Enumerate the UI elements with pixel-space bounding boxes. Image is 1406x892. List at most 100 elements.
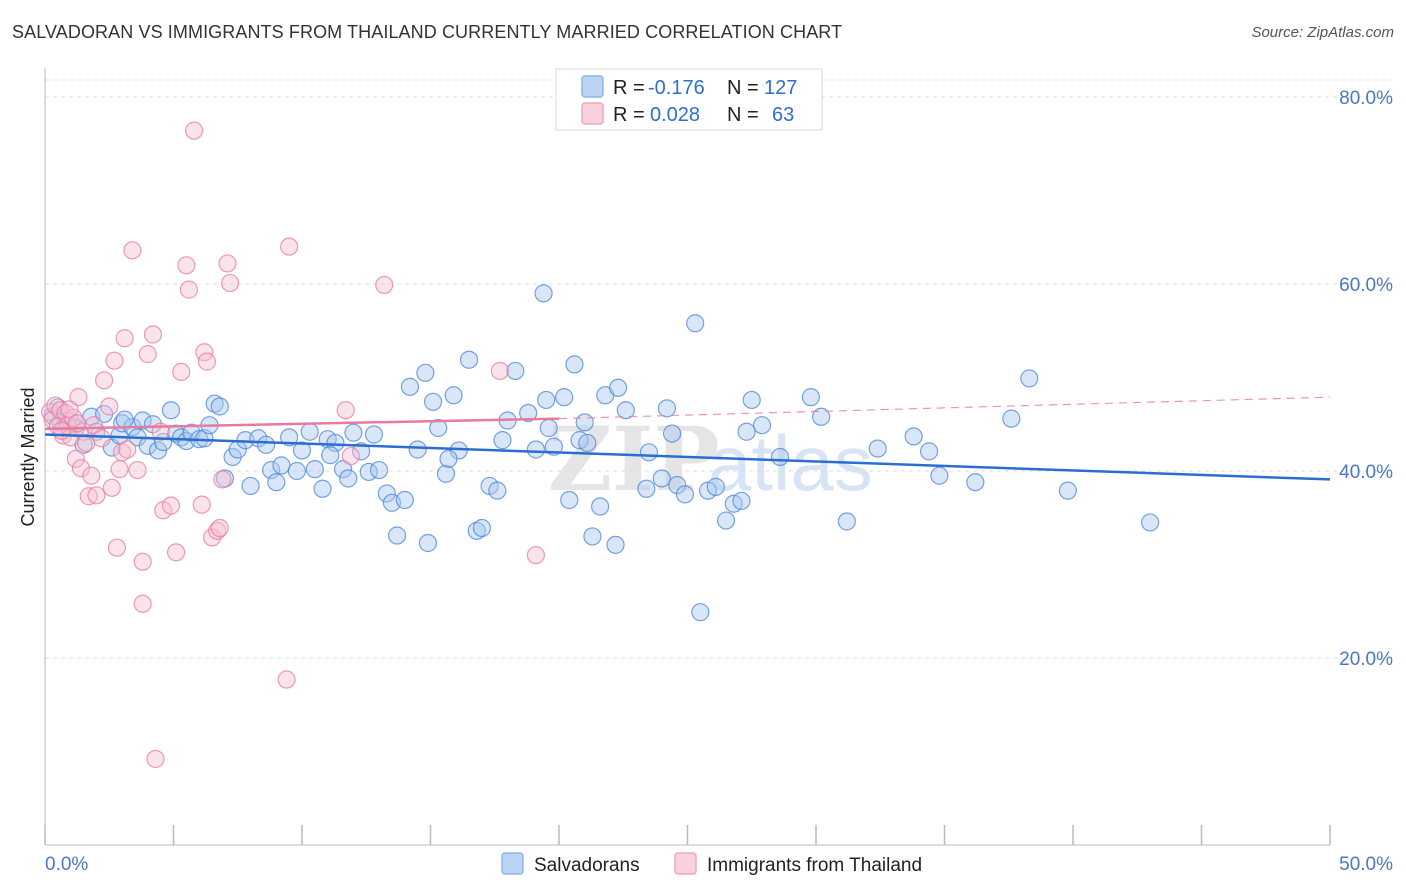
legend-r-value-1: -0.176 [648,77,705,99]
source-label: Source: ZipAtlas.com [1251,24,1394,41]
y-tick-label: 20.0% [1339,649,1393,670]
salvadorans-point [300,422,319,441]
salvadorans-point [133,411,152,430]
salvadorans-point [210,397,229,416]
salvadorans-point [752,416,772,435]
salvadorans-point [241,476,260,496]
salvadorans-point [675,485,695,504]
salvadorans-point [364,425,384,444]
salvadorans-point [526,440,545,459]
salvadorans-point [812,407,831,426]
x-tick-label: 50.0% [1339,854,1393,875]
legend-r-label-1: R = [613,77,645,99]
thailand-point [143,325,163,344]
salvadorans-point [868,439,887,458]
thailand-point [336,401,355,420]
salvadorans-point [272,456,291,475]
thailand-point [107,538,127,557]
salvadorans-point [560,490,579,510]
chart-title: SALVADORAN VS IMMIGRANTS FROM THAILAND C… [12,22,843,42]
legend-n-value-2: 63 [772,104,794,126]
thailand-point [213,470,232,489]
salvadorans-point [416,363,435,382]
thailand-point [192,495,211,514]
salvadorans-point [930,466,949,485]
salvadorans-point [691,603,710,622]
salvadorans-point [616,401,635,420]
thailand-point [210,518,229,538]
legend-r-value-2: 0.028 [650,104,700,126]
salvadorans-point [387,526,407,545]
thailand-point [105,351,124,370]
thailand-point [102,478,121,497]
salvadorans-point [439,449,458,468]
x-tick-label: 0.0% [45,854,88,875]
thailand-point [179,280,199,299]
thailand-point [69,388,88,407]
legend-r-label-2: R = [613,104,645,126]
bottom-legend-swatch-thailand [674,852,697,875]
trend-lines [44,396,1331,481]
trend-line-thailand [44,417,560,431]
thailand-point [166,543,186,562]
salvadorans-point [459,350,479,369]
salvadorans-point [737,422,756,441]
thailand-point [128,460,147,480]
salvadorans-point [321,446,340,465]
salvadorans-point [305,460,324,479]
thailand-point [118,440,137,459]
bottom-legend-label-thailand: Immigrants from Thailand [707,855,922,876]
y-tick-label: 80.0% [1339,88,1393,109]
salvadorans-point [668,475,687,495]
salvadorans-point [716,511,736,530]
bottom-legend-swatch-salvadorans [501,852,524,875]
salvadorans-point [292,441,312,460]
thailand-point [341,446,360,466]
thailand-point [177,256,196,275]
salvadorans-point [578,433,597,453]
thailand-point [172,362,191,381]
salvadorans-point [493,431,512,450]
salvadorans-point [313,479,332,498]
salvadorans-point [837,512,856,531]
salvadorans-point [639,443,659,462]
thailand-point [490,361,509,381]
salvadorans-point [418,533,438,553]
salvadorans-point [706,477,725,496]
thailand-point [52,421,71,440]
salvadorans-point [555,388,574,407]
salvadorans-point [591,497,610,516]
salvadorans-point [408,440,427,459]
salvadorans-point [519,403,538,423]
thailand-point [92,429,111,448]
salvadorans-point [742,390,761,410]
salvadorans-point [205,394,224,413]
thailand-point [115,329,134,348]
y-tick-label: 60.0% [1339,275,1393,296]
thailand-point [66,449,85,468]
salvadorans-point [280,428,299,447]
salvadorans-point [506,361,525,381]
salvadorans-point [1058,481,1077,500]
thailand-point [110,460,129,479]
trend-line-thailand-extended [558,396,1331,420]
tick-labels: 20.0% 40.0% 60.0% 80.0% 0.0% 50.0% [45,88,1393,875]
series-salvadorans-points [43,284,1160,622]
salvadorans-point [565,355,584,374]
salvadorans-point [537,390,556,410]
salvadorans-point [287,461,306,481]
salvadorans-point [662,424,682,443]
thailand-point [133,594,152,613]
salvadorans-point [1002,409,1021,428]
thailand-point [218,254,237,273]
salvadorans-point [534,284,553,303]
thailand-point [100,397,119,416]
salvadorans-point [609,378,628,397]
legend-n-value-1: 127 [764,77,797,99]
thailand-point [82,466,101,485]
salvadorans-point [919,442,939,461]
salvadorans-point [1140,513,1160,532]
salvadorans-point [339,469,358,488]
salvadorans-point [256,435,276,454]
